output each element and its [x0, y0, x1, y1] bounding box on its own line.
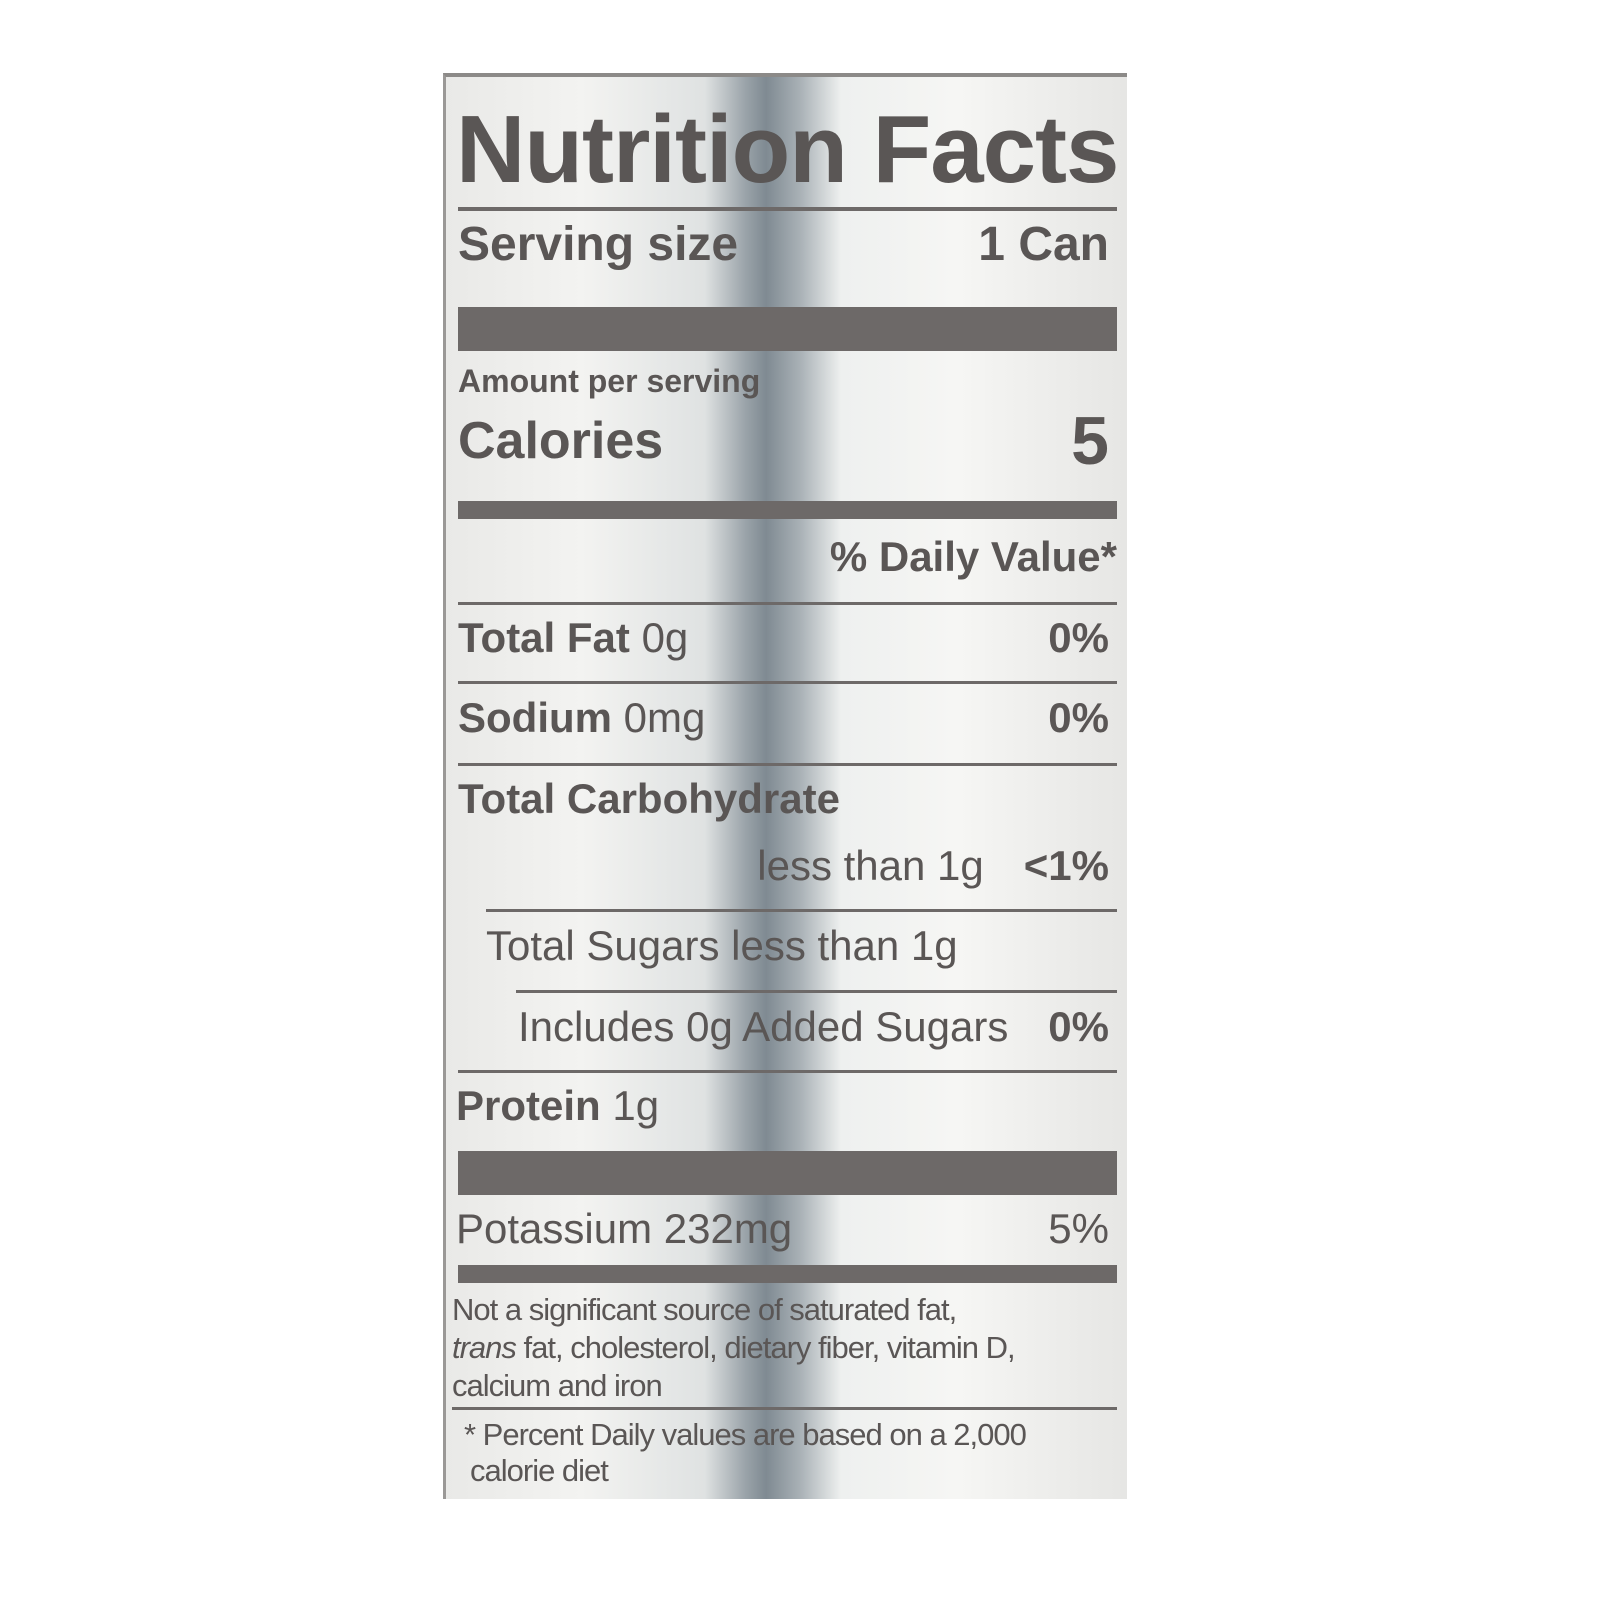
nutrient-name: Protein [456, 1082, 601, 1129]
divider [458, 681, 1117, 684]
footnote-trans: trans [452, 1330, 517, 1365]
divider [452, 1407, 1117, 1410]
nutrient-row-potassium: Potassium 232mg 5% [456, 1205, 1109, 1253]
nutrient-name: Total Fat [458, 614, 630, 661]
amount-per-serving: Amount per serving [458, 363, 761, 399]
divider [458, 763, 1117, 766]
footnote: Not a significant source of saturated fa… [452, 1291, 1016, 1405]
medium-divider [458, 1265, 1117, 1283]
divider [486, 909, 1117, 912]
nutrient-row-protein: Protein 1g [456, 1082, 659, 1130]
divider [458, 602, 1117, 605]
nutrient-name: Potassium 232mg [456, 1205, 793, 1252]
nutrient-dv: 0% [1048, 614, 1109, 661]
footer-line: * Percent Daily values are based on a 2,… [464, 1417, 1027, 1452]
footnote-line: calcium and iron [452, 1368, 663, 1403]
divider [458, 1070, 1117, 1073]
nutrient-row-total-fat: Total Fat 0g 0% [458, 614, 1109, 662]
divider [516, 990, 1117, 993]
thick-divider [458, 1151, 1117, 1195]
nutrient-row-total-carbohydrate: less than 1g <1% [458, 842, 1109, 890]
nutrient-name: Includes 0g Added Sugars [518, 1003, 1009, 1050]
nutrient-dv: 0% [1048, 1003, 1109, 1050]
nutrient-row-total-sugars: Total Sugars less than 1g [486, 922, 958, 969]
serving-size-label: Serving size [458, 218, 739, 271]
nutrient-row-sodium: Sodium 0mg 0% [458, 694, 1109, 742]
nutrient-amount: 0mg [623, 694, 706, 741]
nutrient-dv: 0% [1048, 694, 1109, 741]
calories-row: Calories 5 [458, 402, 1109, 480]
nutrient-dv: 5% [1048, 1205, 1109, 1252]
medium-divider [458, 501, 1117, 519]
footnote-line: Not a significant source of saturated fa… [452, 1292, 957, 1327]
nutrition-facts-label: Nutrition Facts Serving size 1 Can Amoun… [443, 73, 1127, 1499]
footnote-line: trans fat, cholesterol, dietary fiber, v… [452, 1329, 1016, 1367]
nutrient-row-added-sugars: Includes 0g Added Sugars 0% [518, 1003, 1109, 1051]
daily-value-footer: * Percent Daily values are based on a 2,… [464, 1417, 1027, 1489]
thick-divider [458, 307, 1117, 351]
calories-label: Calories [458, 412, 664, 470]
daily-value-header: % Daily Value* [829, 533, 1117, 580]
nutrient-name-total-carbohydrate: Total Carbohydrate [458, 775, 840, 822]
nutrient-amount: 0g [641, 614, 689, 661]
label-title: Nutrition Facts [456, 96, 1119, 203]
serving-size-value: 1 Can [978, 218, 1109, 271]
footer-line: calorie diet [470, 1453, 609, 1488]
calories-value: 5 [1071, 403, 1109, 479]
footnote-text: fat, cholesterol, dietary fiber, vitamin… [515, 1330, 1016, 1365]
nutrient-name: Sodium [458, 694, 612, 741]
nutrient-dv: <1% [1023, 842, 1109, 889]
nutrient-amount: less than 1g [757, 842, 984, 889]
nutrient-amount: 1g [612, 1082, 660, 1129]
divider [458, 207, 1117, 211]
serving-size-row: Serving size 1 Can [458, 217, 1109, 272]
